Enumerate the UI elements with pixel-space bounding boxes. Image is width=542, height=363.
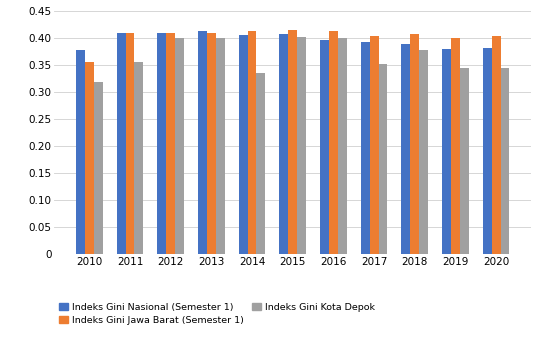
Bar [329, 31, 338, 254]
Bar [207, 33, 216, 254]
Bar [279, 34, 288, 254]
Bar [442, 49, 451, 254]
Bar [378, 64, 388, 254]
Bar [460, 68, 469, 254]
Bar [297, 37, 306, 254]
Bar [238, 35, 248, 254]
Bar [117, 33, 126, 254]
Bar [166, 33, 175, 254]
Bar [198, 31, 207, 254]
Bar [248, 31, 256, 254]
Bar [410, 34, 419, 254]
Bar [157, 33, 166, 254]
Bar [370, 36, 378, 254]
Bar [256, 73, 266, 254]
Bar [85, 62, 94, 254]
Bar [288, 30, 297, 254]
Bar [175, 38, 184, 254]
Bar [401, 44, 410, 254]
Legend: Indeks Gini Nasional (Semester 1), Indeks Gini Jawa Barat (Semester 1), Indeks G: Indeks Gini Nasional (Semester 1), Indek… [59, 303, 375, 325]
Bar [338, 38, 347, 254]
Bar [126, 33, 134, 254]
Bar [320, 40, 329, 254]
Bar [500, 68, 509, 254]
Bar [492, 36, 500, 254]
Bar [360, 42, 370, 254]
Bar [76, 50, 85, 254]
Bar [482, 48, 492, 254]
Bar [419, 50, 428, 254]
Bar [216, 38, 225, 254]
Bar [134, 62, 144, 254]
Bar [94, 82, 103, 254]
Bar [451, 38, 460, 254]
